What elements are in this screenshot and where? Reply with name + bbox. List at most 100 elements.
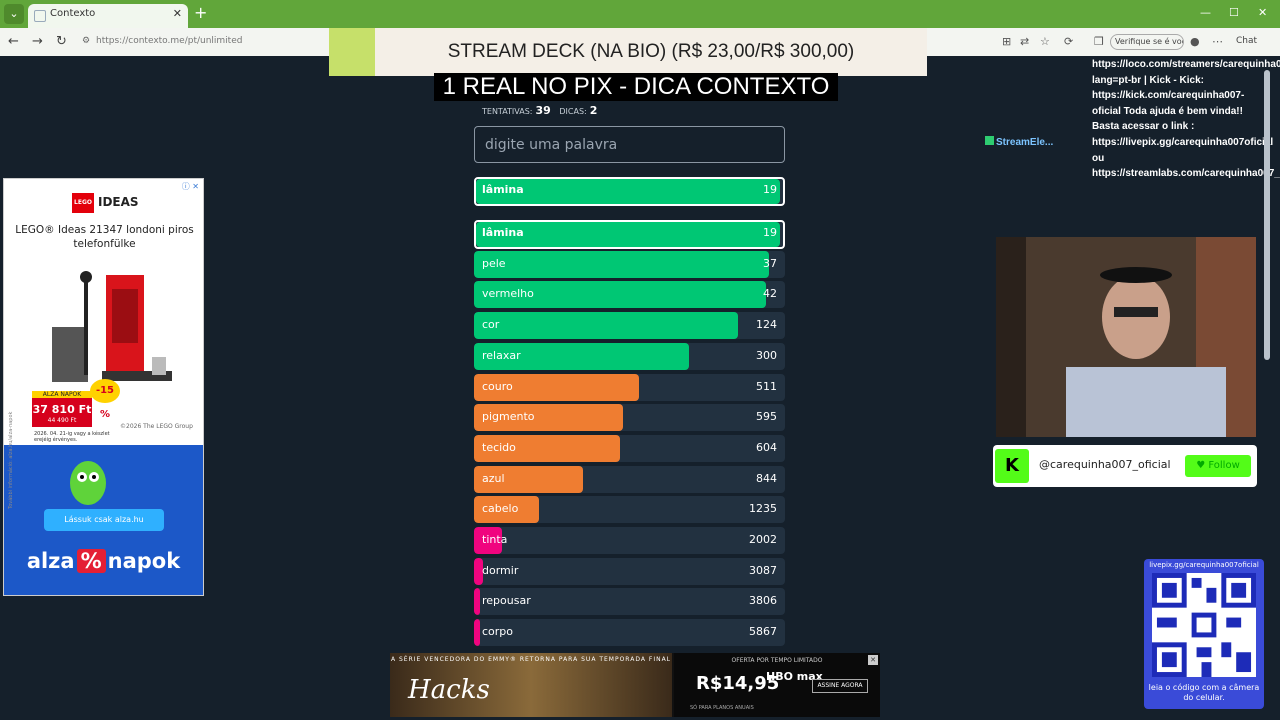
guess-bar: [474, 281, 767, 308]
last-guess-rank: 19: [763, 183, 777, 196]
ad-cta-button[interactable]: Lássuk csak alza.hu: [44, 509, 164, 531]
guess-row: relaxar 300: [474, 343, 785, 370]
guess-rank: 19: [763, 226, 777, 239]
guess-word: pele: [482, 257, 506, 270]
ad-vertical-note: További információ: alza.hu/alza-napok: [8, 411, 14, 509]
browser-tab-bar: ⌄ Contexto ✕ + — ☐ ✕: [0, 0, 1280, 28]
site-info-icon[interactable]: ⚙: [82, 36, 91, 46]
translate-icon[interactable]: ⇄: [1020, 35, 1030, 48]
follow-button[interactable]: ♥ Follow: [1185, 455, 1251, 477]
guess-row: lâmina 19: [474, 220, 785, 249]
guess-rank: 844: [756, 472, 777, 485]
guess-word: corpo: [482, 625, 514, 638]
guess-row: pele 37: [474, 251, 785, 278]
new-tab-icon[interactable]: +: [194, 3, 208, 22]
star-icon[interactable]: ☆: [1040, 35, 1050, 48]
minimize-icon[interactable]: —: [1200, 6, 1211, 19]
tab-menu-icon[interactable]: ⌄: [4, 4, 24, 24]
maximize-icon[interactable]: ☐: [1229, 6, 1239, 19]
guess-rank: 124: [756, 318, 777, 331]
alza-banner: Lássuk csak alza.hu alza% napok: [4, 445, 203, 595]
phone-booth-image: [52, 271, 172, 382]
guess-rank: 595: [756, 410, 777, 423]
extension-icon[interactable]: ⟳: [1064, 35, 1074, 48]
price-box: ALZA NAPOK 37 810 Ft 44 490 Ft: [32, 391, 92, 427]
guess-rank: 300: [756, 349, 777, 362]
hacks-ad-image: A SÉRIE VENCEDORA DO EMMY® RETORNA PARA …: [390, 653, 672, 717]
menu-icon[interactable]: ⋯: [1212, 35, 1223, 48]
scrollbar[interactable]: [1262, 56, 1272, 706]
guess-row: tinta 2002: [474, 527, 785, 554]
guess-row: corpo 5867: [474, 619, 785, 646]
qr-code-icon: [1152, 573, 1256, 677]
guess-row: couro 511: [474, 374, 785, 401]
ad-close-icon[interactable]: ✕: [868, 655, 878, 665]
hacks-title: Hacks: [408, 675, 490, 705]
banner-text: STREAM DECK (NA BIO) (R$ 23,00/R$ 300,00…: [447, 41, 855, 62]
guess-bar: [476, 222, 780, 247]
chat-message: https://loco.com/streamers/carequinha007…: [1092, 59, 1280, 180]
guess-row: repousar 3806: [474, 588, 785, 615]
close-tab-icon[interactable]: ✕: [172, 7, 182, 20]
banner-accent: [329, 28, 375, 76]
guess-bar: [474, 312, 739, 339]
favicon-icon: [34, 10, 46, 22]
apps-icon[interactable]: ⊞: [1002, 35, 1012, 48]
hbo-ad[interactable]: A SÉRIE VENCEDORA DO EMMY® RETORNA PARA …: [390, 653, 880, 717]
offer-tag: OFERTA POR TEMPO LIMITADO: [731, 657, 823, 664]
guess-word: relaxar: [482, 349, 521, 362]
stream-banner: STREAM DECK (NA BIO) (R$ 23,00/R$ 300,00…: [329, 28, 927, 76]
verify-button[interactable]: Verifique se é você: [1110, 34, 1184, 50]
kick-follow-bar: K @carequinha007_oficial ♥ Follow: [993, 445, 1257, 487]
plans-note: SÓ PARA PLANOS ANUAIS: [690, 705, 754, 711]
browser-tab[interactable]: Contexto ✕: [28, 4, 188, 28]
webcam-image: [996, 237, 1256, 437]
guess-word: cabelo: [482, 502, 519, 515]
alza-logo: alza% napok: [4, 549, 203, 573]
profile-icon[interactable]: ●: [1190, 35, 1200, 48]
last-guess-word: lâmina: [482, 183, 524, 196]
guess-rank: 42: [763, 287, 777, 300]
hints-label: DICAS:: [559, 107, 587, 116]
guess-row: tecido 604: [474, 435, 785, 462]
scroll-thumb[interactable]: [1264, 70, 1270, 360]
guess-word: tinta: [482, 533, 508, 546]
streamelements-icon: [985, 136, 994, 145]
close-window-icon[interactable]: ✕: [1258, 6, 1268, 19]
guess-bar: [474, 404, 624, 431]
guess-bar: [474, 496, 540, 523]
guess-row: vermelho 42: [474, 281, 785, 308]
reload-icon[interactable]: ↻: [56, 34, 67, 49]
back-icon[interactable]: ←: [8, 34, 19, 49]
qr-url: livepix.gg/carequinha007oficial: [1149, 561, 1259, 569]
lego-ad[interactable]: ⓘ ✕ LEGO IDEAS LEGO® Ideas 21347 londoni…: [3, 178, 204, 596]
guess-rank: 3806: [749, 594, 777, 607]
ad-copyright: ©2026 The LEGO Group: [120, 423, 193, 430]
webcam-feed: [996, 237, 1256, 437]
livepix-qr: livepix.gg/carequinha007oficial leia o c…: [1144, 559, 1264, 709]
guess-rank: 511: [756, 380, 777, 393]
hbo-max-logo: HBO max: [766, 670, 823, 683]
guess-row: cabelo 1235: [474, 496, 785, 523]
ad-brand: IDEAS: [98, 195, 139, 209]
guess-input[interactable]: [474, 126, 785, 163]
guess-bar: [474, 527, 502, 554]
guess-rank: 604: [756, 441, 777, 454]
guess-row: azul 844: [474, 466, 785, 493]
alza-logo-pct: %: [76, 549, 106, 573]
guess-rank: 37: [763, 257, 777, 270]
game-stats: TENTATIVAS: 39 DICAS: 2: [482, 104, 603, 117]
guess-bar: [474, 343, 689, 370]
subscribe-button[interactable]: ASSINE AGORA: [812, 679, 868, 693]
streamelements-text: StreamEle...: [996, 137, 1054, 148]
forward-icon[interactable]: →: [32, 34, 43, 49]
url-text: https://contexto.me/pt/unlimited: [96, 36, 243, 46]
hacks-tagline: A SÉRIE VENCEDORA DO EMMY® RETORNA PARA …: [390, 656, 672, 663]
chat-button[interactable]: Chat: [1236, 36, 1258, 46]
guess-bar: [474, 558, 484, 585]
sidebar-icon[interactable]: ❒: [1094, 35, 1104, 48]
guess-rank: 3087: [749, 564, 777, 577]
ad-info-icon[interactable]: ⓘ ✕: [181, 182, 199, 191]
guess-bar: [474, 466, 583, 493]
guess-word: vermelho: [482, 287, 534, 300]
